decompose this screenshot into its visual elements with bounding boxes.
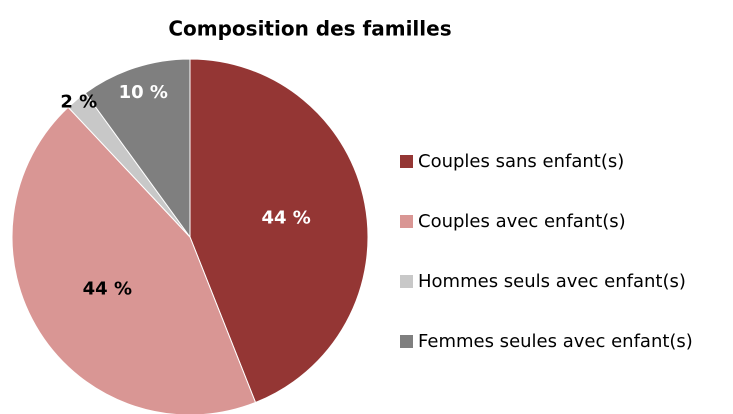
pie-slice: [189, 58, 369, 404]
legend-label: Hommes seuls avec enfant(s): [418, 271, 686, 292]
data-label: 2 %: [60, 92, 97, 113]
pie-slice: [11, 106, 257, 414]
data-label: 44 %: [261, 208, 310, 229]
legend-item: Femmes seules avec enfant(s): [400, 328, 718, 356]
legend-label: Femmes seules avec enfant(s): [418, 331, 693, 352]
legend-swatch: [400, 335, 413, 348]
data-label: 10 %: [119, 82, 168, 103]
chart-title: Composition des familles: [168, 17, 451, 41]
legend-item: Hommes seuls avec enfant(s): [400, 268, 718, 296]
legend: Couples sans enfant(s) Couples avec enfan…: [400, 148, 718, 388]
legend-item: Couples sans enfant(s): [400, 148, 718, 176]
legend-swatch: [400, 275, 413, 288]
legend-swatch: [400, 215, 413, 228]
data-label: 44 %: [83, 278, 132, 299]
legend-swatch: [400, 155, 413, 168]
pie-slice: [84, 58, 191, 239]
legend-label: Couples sans enfant(s): [418, 151, 625, 172]
legend-item: Couples avec enfant(s): [400, 208, 718, 236]
legend-label: Couples avec enfant(s): [418, 211, 626, 232]
